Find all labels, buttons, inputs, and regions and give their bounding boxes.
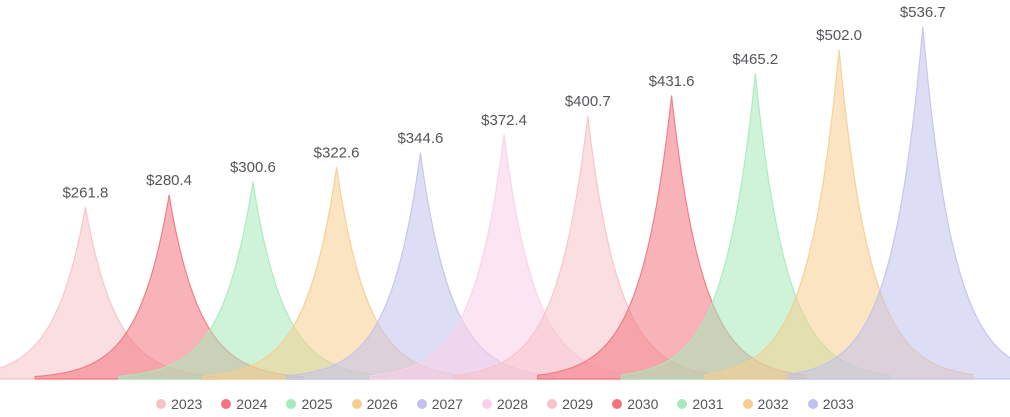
legend-dot-icon bbox=[221, 399, 232, 409]
legend-dot-icon bbox=[677, 399, 688, 409]
value-label-2023: $261.8 bbox=[62, 184, 108, 201]
legend-dot-icon bbox=[286, 399, 297, 409]
legend-item-2028[interactable]: 2028 bbox=[481, 396, 529, 412]
legend-item-label: 2028 bbox=[496, 396, 529, 412]
legend-item-2031[interactable]: 2031 bbox=[677, 396, 724, 412]
legend-item-label: 2024 bbox=[236, 396, 268, 412]
value-label-2029: $400.7 bbox=[565, 93, 611, 110]
legend: 2023 2024 2025 2026 2027 2028 2029 2030 2031 2032… bbox=[0, 396, 1010, 412]
legend-item-label: 2032 bbox=[757, 396, 789, 412]
legend-dot-icon bbox=[742, 399, 753, 409]
area-spike-2033[interactable] bbox=[788, 26, 1010, 380]
value-label-2027: $344.6 bbox=[397, 130, 443, 147]
legend-item-label: 2029 bbox=[562, 396, 594, 412]
legend-item-2024[interactable]: 2024 bbox=[221, 396, 267, 412]
legend-item-2029[interactable]: 2029 bbox=[547, 396, 593, 412]
legend-item-label: 2030 bbox=[627, 396, 659, 412]
legend-item-2030[interactable]: 2030 bbox=[612, 396, 658, 412]
value-label-2030: $431.6 bbox=[649, 73, 695, 90]
legend-dot-icon bbox=[416, 399, 427, 409]
legend-item-2026[interactable]: 2026 bbox=[351, 396, 398, 412]
legend-item-2025[interactable]: 2025 bbox=[286, 396, 333, 412]
legend-dot-icon bbox=[156, 399, 167, 409]
value-label-2024: $280.4 bbox=[146, 172, 192, 189]
value-label-2028: $372.4 bbox=[481, 112, 527, 129]
legend-item-2033[interactable]: 2033 bbox=[807, 396, 854, 412]
value-label-2031: $465.2 bbox=[732, 51, 778, 68]
legend-dot-icon bbox=[807, 399, 818, 409]
legend-item-2032[interactable]: 2032 bbox=[742, 396, 789, 412]
legend-item-label: 2033 bbox=[822, 396, 854, 412]
legend-item-label: 2025 bbox=[301, 396, 333, 412]
legend-item-label: 2026 bbox=[366, 396, 398, 412]
legend-dot-icon bbox=[481, 399, 492, 409]
value-label-2026: $322.6 bbox=[314, 144, 360, 161]
value-label-2033: $536.7 bbox=[900, 4, 946, 21]
legend-dot-icon bbox=[612, 399, 623, 409]
legend-item-label: 2027 bbox=[431, 396, 463, 412]
value-label-2032: $502.0 bbox=[816, 27, 862, 44]
legend-dot-icon bbox=[547, 399, 558, 409]
legend-dot-icon bbox=[351, 399, 362, 409]
legend-item-2027[interactable]: 2027 bbox=[416, 396, 463, 412]
legend-item-label: 2023 bbox=[171, 396, 203, 412]
value-label-2025: $300.6 bbox=[230, 159, 276, 176]
legend-item-2023[interactable]: 2023 bbox=[156, 396, 202, 412]
legend-item-label: 2031 bbox=[692, 396, 724, 412]
